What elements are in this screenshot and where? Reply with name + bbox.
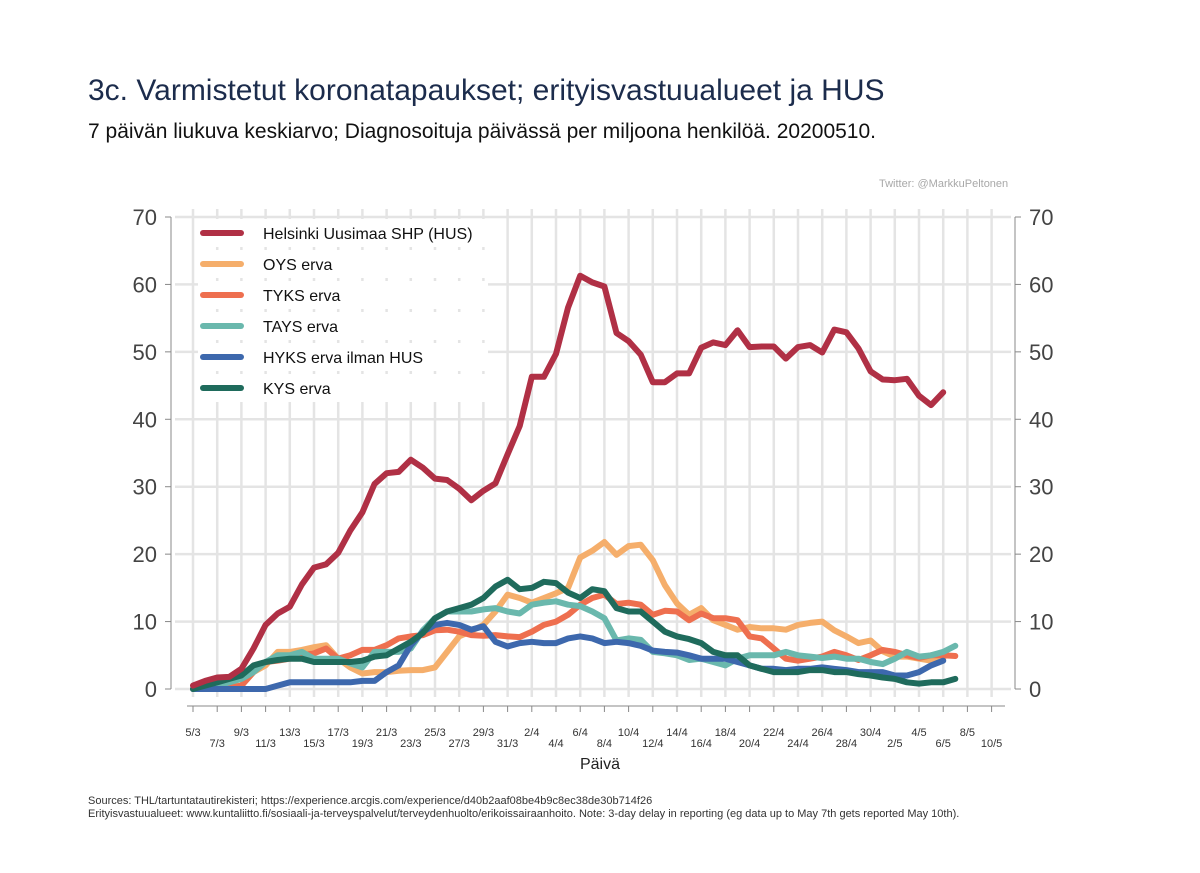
x-tick-label-lower: 19/3 — [352, 738, 373, 750]
y-tick-label: 0 — [145, 677, 157, 702]
x-tick-label-upper: 10/4 — [618, 727, 639, 739]
x-tick-label-upper: 21/3 — [376, 727, 397, 739]
x-tick-label-lower: 12/4 — [642, 738, 663, 750]
y-tick-label: 50 — [133, 340, 157, 365]
x-tick-label-upper: 30/4 — [860, 727, 881, 739]
x-tick-label-lower: 8/4 — [597, 738, 612, 750]
x-tick-label-upper: 25/3 — [424, 727, 445, 739]
y-tick-label-right: 40 — [1029, 407, 1053, 432]
tick-labels: 0 0 10 10 20 20 30 30 40 40 50 50 60 60 70 70 5/3 9/3 13/3… — [133, 205, 1054, 750]
x-tick-label-upper: 29/3 — [473, 727, 494, 739]
twitter-credit: Twitter: @MarkkuPeltonen — [879, 178, 1009, 190]
legend-label: HYKS erva ilman HUS — [263, 350, 423, 367]
x-tick-label-lower: 10/5 — [981, 738, 1002, 750]
legend-bg — [198, 250, 488, 278]
x-tick-label-upper: 18/4 — [715, 727, 736, 739]
y-tick-label: 40 — [133, 407, 157, 432]
x-tick-label-upper: 17/3 — [327, 727, 348, 739]
x-tick-label-upper: 8/5 — [960, 727, 975, 739]
legend-label: TYKS erva — [263, 288, 340, 305]
x-tick-label-lower: 23/3 — [400, 738, 421, 750]
series-line — [190, 598, 959, 692]
series-lines — [190, 272, 959, 692]
legend-bg — [198, 343, 488, 371]
series-line — [190, 272, 947, 689]
y-tick-label: 60 — [133, 272, 157, 297]
x-axis-label: Päivä — [580, 756, 620, 773]
y-tick-label: 10 — [133, 610, 157, 635]
chart-title: 3c. Varmistetut koronatapaukset; erityis… — [88, 74, 885, 107]
legend-bg — [198, 281, 488, 309]
y-tick-label: 20 — [133, 542, 157, 567]
axes — [165, 216, 1021, 712]
y-tick-label-right: 50 — [1029, 340, 1053, 365]
x-tick-label-upper: 9/3 — [234, 727, 249, 739]
x-tick-label-lower: 4/4 — [548, 738, 563, 750]
legend-bg — [198, 374, 488, 402]
y-tick-label: 70 — [133, 205, 157, 230]
legend-label: TAYS erva — [263, 319, 338, 336]
y-tick-label-right: 20 — [1029, 542, 1053, 567]
series-line — [190, 576, 959, 692]
legend-label: Helsinki Uusimaa SHP (HUS) — [263, 226, 473, 243]
x-tick-label-upper: 26/4 — [811, 727, 832, 739]
legend-bg — [198, 219, 488, 247]
legend-bg — [198, 312, 488, 340]
x-tick-label-lower: 11/3 — [255, 738, 276, 750]
x-tick-label-lower: 24/4 — [787, 738, 808, 750]
y-tick-label-right: 70 — [1029, 205, 1053, 230]
erva-note: Erityisvastuualueet: www.kuntaliitto.fi/… — [88, 808, 960, 820]
x-tick-label-lower: 15/3 — [303, 738, 324, 750]
y-tick-label-right: 60 — [1029, 272, 1053, 297]
x-tick-label-upper: 4/5 — [911, 727, 926, 739]
series-line — [190, 539, 947, 692]
x-tick-label-upper: 5/3 — [185, 727, 200, 739]
x-tick-label-lower: 31/3 — [497, 738, 518, 750]
y-tick-label-right: 0 — [1029, 677, 1041, 702]
y-tick-label-right: 30 — [1029, 475, 1053, 500]
series-line — [190, 591, 959, 692]
x-tick-label-lower: 16/4 — [690, 738, 711, 750]
x-tick-label-upper: 13/3 — [279, 727, 300, 739]
legend-label: OYS erva — [263, 257, 332, 274]
sources-note: Sources: THL/tartuntatautirekisteri; htt… — [88, 795, 653, 807]
legend-label: KYS erva — [263, 381, 331, 398]
y-tick-label: 30 — [133, 475, 157, 500]
x-tick-label-lower: 2/5 — [887, 738, 902, 750]
x-tick-label-lower: 20/4 — [739, 738, 760, 750]
x-tick-label-lower: 27/3 — [448, 738, 469, 750]
x-tick-label-upper: 22/4 — [763, 727, 784, 739]
x-tick-label-upper: 2/4 — [524, 727, 539, 739]
x-tick-label-lower: 6/5 — [936, 738, 951, 750]
x-tick-label-lower: 28/4 — [836, 738, 857, 750]
x-tick-label-lower: 7/3 — [210, 738, 225, 750]
x-tick-label-upper: 14/4 — [666, 727, 687, 739]
chart-subtitle: 7 päivän liukuva keskiarvo; Diagnosoituj… — [88, 120, 876, 143]
legend: Helsinki Uusimaa SHP (HUS) OYS erva TYKS e… — [198, 219, 488, 402]
y-tick-label-right: 10 — [1029, 610, 1053, 635]
x-tick-label-upper: 6/4 — [573, 727, 588, 739]
